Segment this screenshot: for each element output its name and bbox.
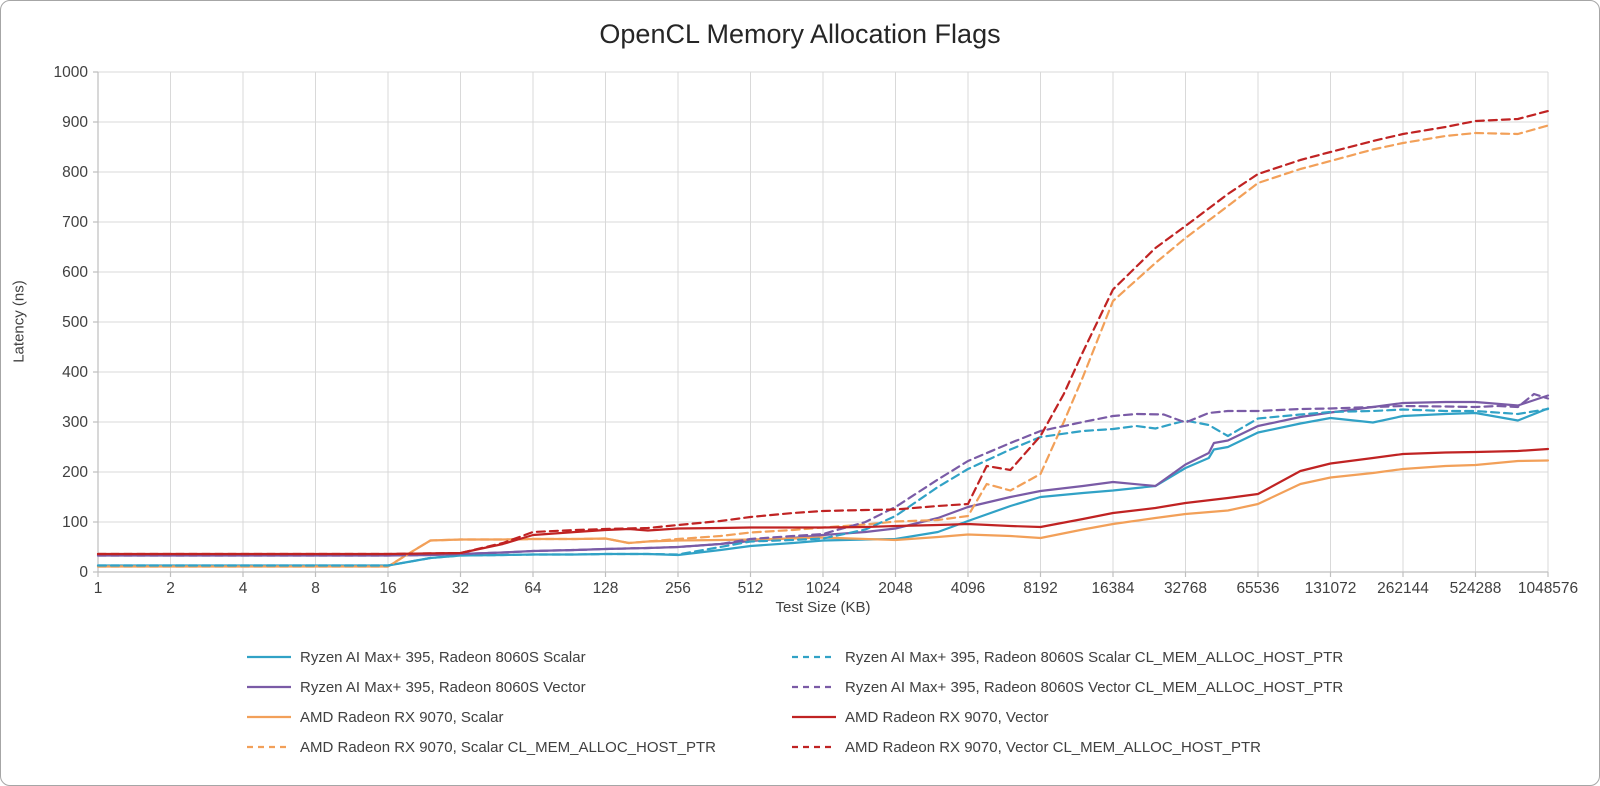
- x-tick-label: 262144: [1377, 580, 1429, 597]
- legend-label: Ryzen AI Max+ 395, Radeon 8060S Vector C…: [845, 678, 1344, 696]
- x-tick-label: 4096: [951, 580, 985, 597]
- legend-dashed-line-swatch: [792, 685, 836, 689]
- x-tick-label: 32768: [1164, 580, 1207, 597]
- legend-solid-line-swatch: [247, 655, 291, 659]
- legend-label: AMD Radeon RX 9070, Vector: [845, 708, 1049, 726]
- legend-solid-line-swatch: [247, 685, 291, 689]
- y-tick-label: 0: [79, 564, 88, 581]
- legend-item: Ryzen AI Max+ 395, Radeon 8060S Vector C…: [791, 676, 1343, 698]
- y-tick-label: 900: [62, 114, 88, 131]
- x-tick-label: 32: [452, 580, 469, 597]
- y-tick-label: 700: [62, 214, 88, 231]
- legend-label: Ryzen AI Max+ 395, Radeon 8060S Scalar: [300, 648, 586, 666]
- series-line-3: [96, 124, 1550, 568]
- x-tick-label: 256: [665, 580, 691, 597]
- y-tick-label: 300: [62, 414, 88, 431]
- legend-item: Ryzen AI Max+ 395, Radeon 8060S Vector: [246, 676, 791, 698]
- x-tick-label: 2: [166, 580, 175, 597]
- x-tick-label: 65536: [1236, 580, 1279, 597]
- y-tick-label: 800: [62, 164, 88, 181]
- x-tick-label: 128: [593, 580, 619, 597]
- x-tick-label: 16: [379, 580, 396, 597]
- x-tick-label: 1: [94, 580, 103, 597]
- y-tick-label: 200: [62, 464, 88, 481]
- series-line-5: [96, 392, 1550, 557]
- y-tick-label: 500: [62, 314, 88, 331]
- x-tick-label: 1048576: [1518, 580, 1578, 597]
- x-tick-label: 8: [311, 580, 320, 597]
- legend-item: AMD Radeon RX 9070, Scalar CL_MEM_ALLOC_…: [246, 736, 791, 758]
- legend-item: Ryzen AI Max+ 395, Radeon 8060S Scalar C…: [791, 646, 1343, 668]
- y-tick-label: 100: [62, 514, 88, 531]
- x-tick-label: 16384: [1091, 580, 1134, 597]
- legend-item: AMD Radeon RX 9070, Vector CL_MEM_ALLOC_…: [791, 736, 1343, 758]
- y-tick-label: 400: [62, 364, 88, 381]
- legend-label: AMD Radeon RX 9070, Scalar CL_MEM_ALLOC_…: [300, 738, 717, 756]
- y-tick-label: 600: [62, 264, 88, 281]
- series-line-7: [96, 109, 1550, 556]
- legend-solid-line-swatch: [792, 715, 836, 719]
- x-tick-label: 524288: [1450, 580, 1502, 597]
- y-axis-title: Latency (ns): [10, 280, 28, 363]
- x-tick-label: 512: [738, 580, 764, 597]
- legend-label: Ryzen AI Max+ 395, Radeon 8060S Vector: [300, 678, 586, 696]
- x-tick-label: 131072: [1305, 580, 1357, 597]
- legend-dashed-line-swatch: [792, 745, 836, 749]
- legend-dashed-line-swatch: [792, 655, 836, 659]
- legend-dashed-line-swatch: [247, 745, 291, 749]
- legend-item: AMD Radeon RX 9070, Vector: [791, 706, 1343, 728]
- legend-item: Ryzen AI Max+ 395, Radeon 8060S Scalar: [246, 646, 791, 668]
- series-line-2: [96, 459, 1550, 568]
- chart-title: OpenCL Memory Allocation Flags: [599, 19, 1001, 49]
- x-axis-title: Test Size (KB): [775, 599, 871, 616]
- legend-solid-line-swatch: [247, 715, 291, 719]
- y-tick-label: 1000: [54, 64, 89, 81]
- x-tick-label: 2048: [878, 580, 912, 597]
- legend-label: AMD Radeon RX 9070, Vector CL_MEM_ALLOC_…: [845, 738, 1262, 756]
- legend-label: Ryzen AI Max+ 395, Radeon 8060S Scalar C…: [845, 648, 1344, 666]
- x-tick-label: 4: [239, 580, 248, 597]
- legend: Ryzen AI Max+ 395, Radeon 8060S Scalar Ry…: [246, 646, 1343, 758]
- x-tick-label: 1024: [806, 580, 841, 597]
- x-tick-label: 64: [524, 580, 542, 597]
- x-tick-label: 8192: [1023, 580, 1057, 597]
- legend-item: AMD Radeon RX 9070, Scalar: [246, 706, 791, 728]
- legend-label: AMD Radeon RX 9070, Scalar: [300, 708, 504, 726]
- series-line-4: [96, 407, 1550, 567]
